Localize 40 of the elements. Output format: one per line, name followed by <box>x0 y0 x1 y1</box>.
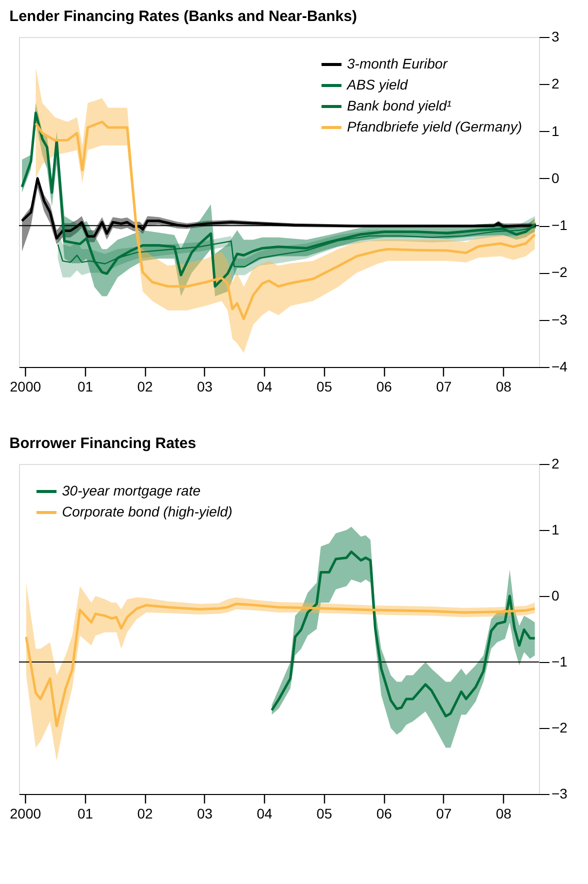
x-tick-label: 03 <box>197 806 213 822</box>
y-tick-label: 2 <box>552 76 560 92</box>
y-tick-label: 0 <box>552 588 560 604</box>
y-tick-label: −1 <box>552 654 568 670</box>
x-tick-label: 07 <box>436 378 452 394</box>
x-tick-label: 06 <box>376 378 392 394</box>
legend-label: ABS yield <box>346 76 409 92</box>
x-tick-label: 07 <box>436 806 452 822</box>
y-tick-label: 2 <box>552 456 560 472</box>
x-tick-label: 08 <box>496 806 512 822</box>
y-tick-label: 3 <box>552 28 560 44</box>
legend-label: 30-year mortgage rate <box>62 482 201 498</box>
x-tick-label: 05 <box>316 806 332 822</box>
x-tick-label: 03 <box>197 378 213 394</box>
x-tick-label: 04 <box>256 806 273 822</box>
y-tick-label: −4 <box>552 358 568 374</box>
x-tick-label: 2000 <box>10 806 42 822</box>
x-tick-label: 05 <box>316 378 332 394</box>
y-tick-label: −2 <box>552 720 568 736</box>
x-tick-label: 08 <box>496 378 512 394</box>
y-tick-label: 1 <box>552 522 560 538</box>
y-tick-label: 1 <box>552 122 560 139</box>
x-tick-label: 01 <box>77 378 94 394</box>
x-tick-label: 02 <box>137 806 154 822</box>
chart-title: Borrower Financing Rates <box>9 435 196 452</box>
y-tick-label: −3 <box>552 786 568 802</box>
y-tick-label: −2 <box>552 264 568 280</box>
x-tick-label: 04 <box>256 378 273 394</box>
x-tick-label: 2000 <box>10 378 42 394</box>
y-tick-label: 0 <box>552 170 560 186</box>
chart-title: Lender Financing Rates (Banks and Near-Banks) <box>9 8 357 25</box>
x-tick-label: 02 <box>137 378 154 394</box>
y-tick-label: −1 <box>552 217 568 234</box>
legend-label: Pfandbriefe yield (Germany) <box>347 118 522 134</box>
legend-label: Bank bond yield¹ <box>347 98 452 114</box>
y-tick-label: −3 <box>552 311 568 328</box>
legend-label: 3-month Euribor <box>347 56 449 72</box>
x-tick-label: 01 <box>77 806 94 822</box>
x-tick-label: 06 <box>376 806 392 822</box>
legend-label: Corporate bond (high-yield) <box>62 504 232 520</box>
